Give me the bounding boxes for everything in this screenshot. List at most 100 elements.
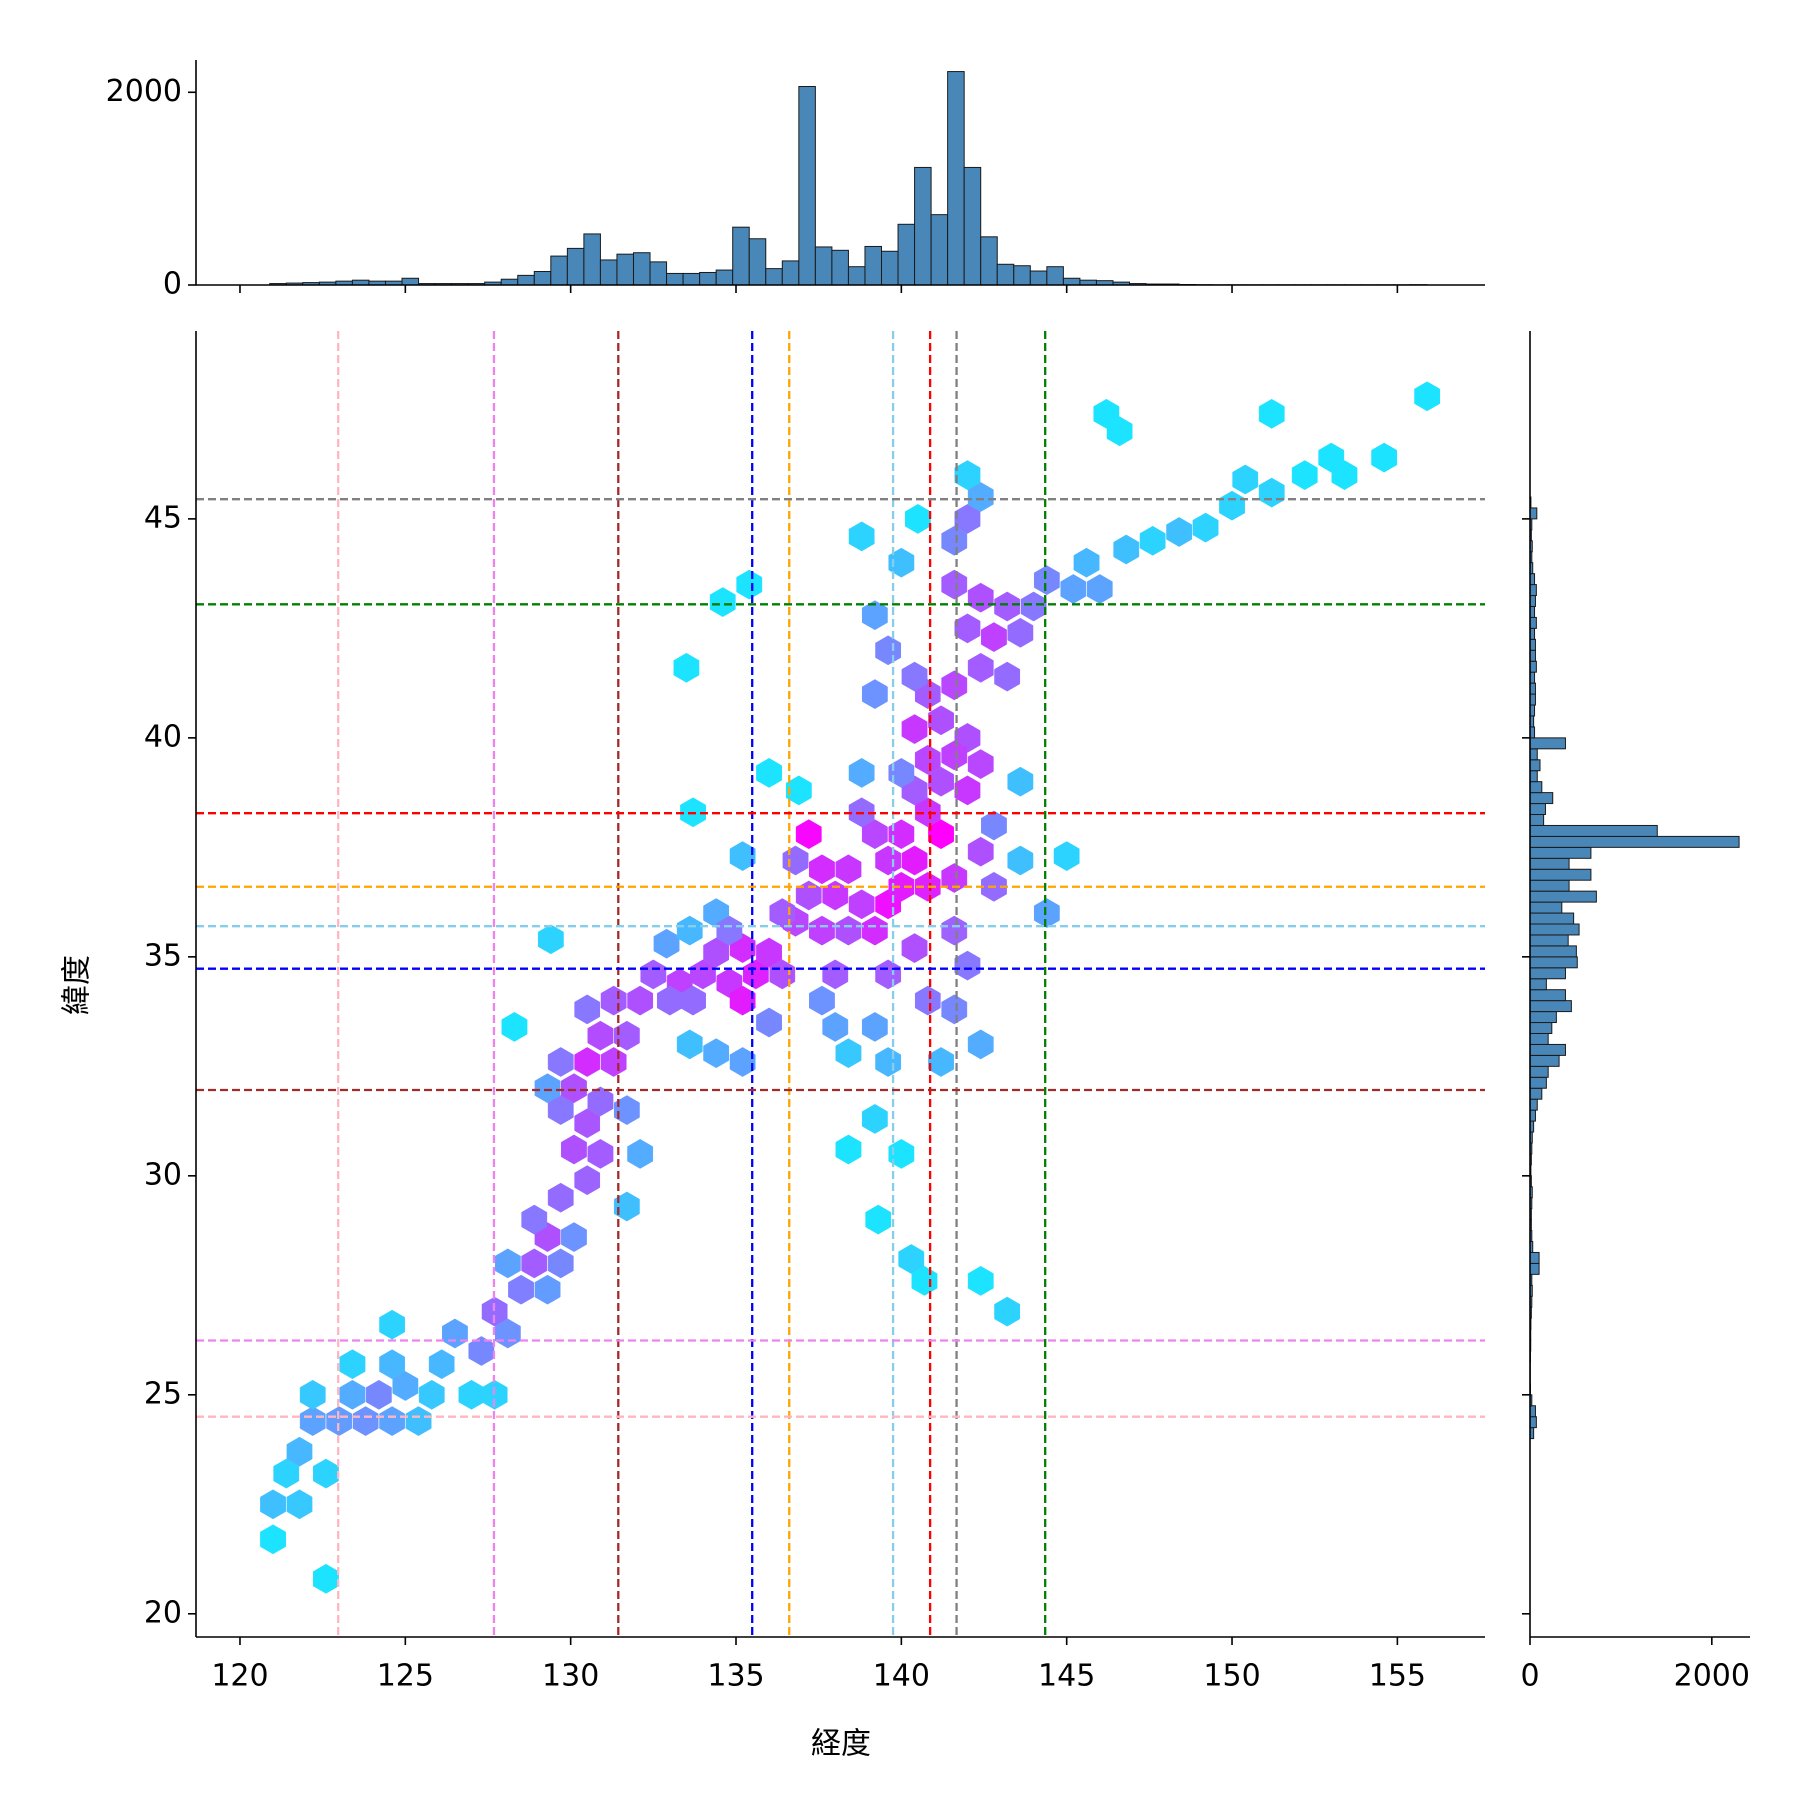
histogram-bar	[1529, 748, 1538, 761]
hexbin-cell	[326, 1406, 353, 1436]
x-axis-label: 経度	[811, 1727, 871, 1762]
histogram-bar	[699, 271, 717, 286]
y-tick-label: 45	[144, 500, 182, 535]
hexbin-cell	[676, 1029, 703, 1060]
hexbin-cell	[653, 928, 680, 959]
histogram-bar	[1529, 693, 1536, 706]
hexbin-cell	[1020, 591, 1047, 622]
hexbin-cell	[914, 871, 941, 902]
hexbin-cell	[1073, 547, 1100, 578]
hexbin-cell	[954, 950, 981, 981]
histogram-bar	[1529, 945, 1577, 958]
hexbin-cell	[508, 1274, 534, 1305]
hexbin-cell	[1192, 512, 1219, 543]
hexbin-cell	[861, 600, 888, 631]
hexbin-cell	[716, 915, 743, 946]
hexbin-cell	[561, 1222, 587, 1252]
hexbin-cell	[547, 1248, 574, 1279]
x-tick-label: 145	[1038, 1659, 1095, 1694]
histogram-bar	[500, 278, 519, 286]
hexbin-cell	[848, 758, 875, 788]
histogram-bar	[1529, 759, 1541, 772]
hexbin-cell	[756, 937, 782, 968]
hexbin-cell	[967, 836, 994, 867]
histogram-bar	[1529, 934, 1569, 947]
hexbin-cell	[954, 775, 981, 806]
histogram-bar	[1529, 989, 1566, 1002]
hexbin-cell	[901, 661, 928, 692]
histogram-bar	[583, 233, 601, 286]
histogram-bar	[1529, 1022, 1553, 1034]
histogram-bar	[732, 226, 750, 286]
hexbin-cell	[613, 1020, 640, 1051]
hexbin-cell	[967, 482, 994, 512]
y-tick-label: 40	[144, 719, 182, 754]
hexbin-cell	[901, 714, 928, 744]
hexbin-cell	[888, 758, 915, 788]
histogram-bar	[1529, 923, 1580, 936]
hexbin-cell	[941, 915, 968, 946]
histogram-bar	[881, 250, 899, 286]
hexbin-cell	[418, 1379, 445, 1410]
hexbin-cell	[428, 1349, 455, 1380]
hexbin-cell	[835, 1134, 862, 1165]
hexbin-cell	[534, 1073, 561, 1104]
hexbin-cell	[1060, 574, 1087, 604]
hexbin-cell	[1007, 845, 1034, 876]
hexbin-cell	[941, 670, 968, 701]
histogram-bar	[1529, 846, 1592, 859]
histogram-bar	[517, 274, 535, 286]
histogram-bar	[1529, 956, 1578, 969]
histogram-bar	[682, 272, 701, 286]
hexbin-cell	[1258, 398, 1285, 429]
histogram-bar	[1529, 835, 1740, 848]
histogram-bar	[980, 236, 998, 286]
hexbin-cell	[822, 959, 849, 990]
hexbin-cell	[1219, 490, 1245, 521]
histogram-bar	[748, 238, 767, 286]
hexbin-cell	[898, 1244, 925, 1274]
x-tick-label: 120	[211, 1659, 268, 1694]
histogram-bar	[930, 214, 949, 286]
y-tick-label: 2000	[106, 74, 182, 109]
hexbin-cell	[481, 1296, 508, 1327]
hexbin-cell	[848, 521, 875, 552]
histogram-bar	[798, 85, 816, 286]
histogram-bar	[996, 263, 1015, 286]
histogram-bar	[963, 166, 982, 286]
histogram-bar	[847, 266, 866, 286]
histogram-bar	[1529, 1000, 1572, 1013]
hexbin-cell	[600, 985, 627, 1016]
hexbin-cell	[782, 845, 809, 876]
histogram-bar	[1029, 270, 1048, 286]
histogram-bar	[1529, 967, 1566, 980]
hexbin-cell	[809, 915, 835, 946]
hexbin-cell	[822, 1012, 849, 1042]
hexbin-cell	[574, 1108, 601, 1139]
hexbin-cell	[875, 845, 902, 876]
hexbin-cell	[809, 985, 835, 1016]
histogram-bar	[566, 247, 585, 286]
hexbin-cell	[379, 1309, 405, 1340]
hexbin-cell	[861, 915, 888, 946]
histogram-bar	[1013, 265, 1031, 286]
hexbin-cell	[835, 854, 862, 885]
hexbin-cell	[967, 1029, 994, 1060]
hexbin-cell	[875, 635, 902, 666]
hexbin-cell	[954, 613, 981, 644]
histogram-bar	[1529, 890, 1597, 903]
hexbin-cell	[501, 1012, 528, 1042]
hexbin-cell	[928, 705, 954, 736]
hexbin-cell	[574, 1047, 601, 1077]
hexbin-cell	[1033, 565, 1060, 596]
hexbin-cell	[352, 1406, 379, 1436]
hexbin-cell	[1053, 841, 1080, 871]
histogram-bar	[1529, 737, 1566, 750]
hexbin-cell	[613, 1191, 640, 1222]
hexbin-cell	[379, 1406, 405, 1436]
hexbin-cell	[521, 1248, 548, 1279]
hexbin-cell	[587, 1139, 614, 1169]
x-tick-label: 155	[1369, 1659, 1426, 1694]
hexbin-cell	[574, 994, 601, 1025]
